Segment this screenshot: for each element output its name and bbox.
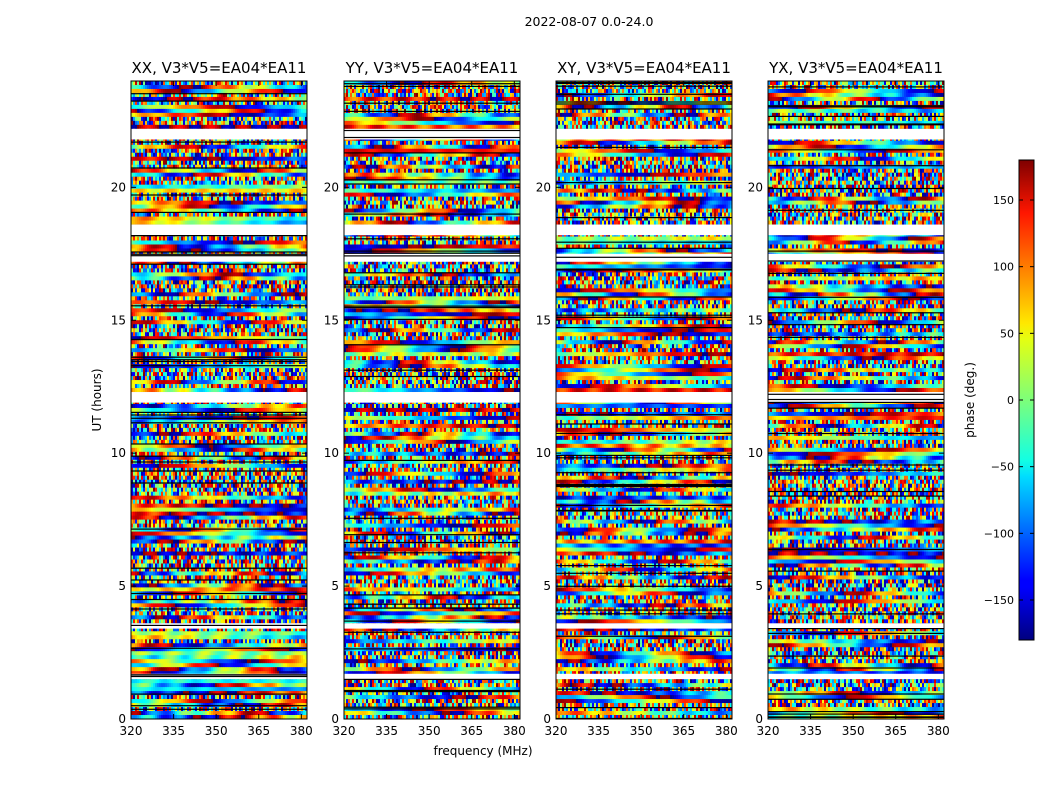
flagged-gap (344, 673, 520, 680)
x-tick-label: 335 (587, 724, 610, 738)
x-tick-label: 380 (927, 724, 950, 738)
x-tick-label: 350 (205, 724, 228, 738)
y-tick-label: 20 (748, 180, 763, 194)
colorbar-tick-label: 50 (1000, 327, 1014, 340)
phase-raster (768, 81, 944, 719)
flagged-gap (344, 253, 520, 262)
colorbar-tick-label: 150 (993, 194, 1014, 207)
x-tick-label: 380 (290, 724, 313, 738)
phase-raster (556, 81, 732, 719)
x-tick-label: 320 (545, 724, 568, 738)
x-tick-label: 365 (247, 724, 270, 738)
x-tick-label: 335 (162, 724, 185, 738)
y-tick-label: 0 (755, 712, 763, 726)
flagged-gap (131, 253, 307, 262)
x-tick-label: 365 (460, 724, 483, 738)
x-tick-label: 320 (120, 724, 143, 738)
flagged-gap (768, 392, 944, 403)
panel-title: XY, V3*V5=EA04*EA11 (557, 59, 731, 77)
panel-frame (130, 80, 308, 720)
flagged-gap (556, 224, 732, 236)
colorbar-tick-label: −150 (984, 594, 1014, 607)
colorbar-tick-label: 0 (1007, 394, 1014, 407)
x-tick-label: 350 (842, 724, 865, 738)
panel-title: XX, V3*V5=EA04*EA11 (132, 59, 307, 77)
y-tick-label: 20 (324, 180, 339, 194)
x-tick-label: 335 (375, 724, 398, 738)
colorbar-tick-label: −100 (984, 527, 1014, 540)
x-tick-label: 350 (630, 724, 653, 738)
y-tick-label: 15 (748, 313, 763, 327)
y-tick-label: 5 (755, 579, 763, 593)
flagged-gap (344, 623, 520, 629)
colorbar-label: phase (deg.) (963, 362, 977, 438)
x-tick-label: 335 (799, 724, 822, 738)
x-tick-label: 380 (503, 724, 526, 738)
colorbar: phase (deg.) 150 100 50 0 −50 −100 −150 (963, 159, 1035, 641)
flagged-gap (344, 128, 520, 140)
panel-frame (555, 80, 733, 720)
y-tick-label: 10 (748, 446, 763, 460)
flagged-gap (768, 673, 944, 680)
y-tick-label: 15 (111, 313, 126, 327)
flagged-gap (556, 128, 732, 140)
panel-3: XY, V3*V5=EA04*EA11 320 335 350 365 380 0 5 10 15… (536, 59, 738, 738)
x-tick-label: 365 (884, 724, 907, 738)
y-tick-label: 10 (536, 446, 551, 460)
flagged-gap (131, 224, 307, 236)
y-axis-label: UT (hours) (90, 368, 104, 431)
y-tick-label: 0 (543, 712, 551, 726)
y-tick-label: 20 (111, 180, 126, 194)
panel-title: YY, V3*V5=EA04*EA11 (345, 59, 519, 77)
y-tick-label: 5 (118, 579, 126, 593)
x-tick-label: 350 (418, 724, 441, 738)
panel-2: YY, V3*V5=EA04*EA11 320 335 350 365 380 0 5 10 15… (324, 59, 526, 738)
y-tick-label: 10 (111, 446, 126, 460)
x-tick-label: 320 (333, 724, 356, 738)
flagged-gap (556, 392, 732, 403)
y-tick-label: 0 (118, 712, 126, 726)
colorbar-tick-label: −50 (991, 461, 1014, 474)
flagged-gap (768, 128, 944, 140)
panel-4: YX, V3*V5=EA04*EA11 320 335 350 365 380 0 5 10 15… (748, 59, 950, 738)
y-tick-label: 0 (331, 712, 339, 726)
flagged-gap (556, 673, 732, 680)
flagged-gap (768, 224, 944, 236)
x-tick-label: 365 (672, 724, 695, 738)
phase-raster (344, 81, 520, 719)
y-tick-label: 15 (536, 313, 551, 327)
flagged-gap (131, 392, 307, 403)
x-axis-label: frequency (MHz) (433, 744, 532, 758)
x-tick-label: 380 (715, 724, 738, 738)
flagged-gap (768, 253, 944, 262)
flagged-gap (556, 623, 732, 629)
panel-frame (343, 80, 521, 720)
x-tick-label: 320 (757, 724, 780, 738)
panel-1: XX, V3*V5=EA04*EA11 320 335 350 365 380 0 5 10 15… (111, 59, 313, 738)
flagged-gap (344, 392, 520, 403)
figure-suptitle: 2022-08-07 0.0-24.0 (525, 14, 654, 29)
panel-title: YX, V3*V5=EA04*EA11 (768, 59, 943, 77)
y-tick-label: 20 (536, 180, 551, 194)
y-tick-label: 15 (324, 313, 339, 327)
y-tick-label: 5 (331, 579, 339, 593)
colorbar-tick-label: 100 (993, 261, 1014, 274)
y-tick-label: 5 (543, 579, 551, 593)
phase-raster (131, 81, 307, 719)
flagged-gap (768, 623, 944, 629)
flagged-gap (344, 224, 520, 236)
panel-frame (767, 80, 945, 720)
flagged-gap (131, 128, 307, 140)
y-tick-label: 10 (324, 446, 339, 460)
